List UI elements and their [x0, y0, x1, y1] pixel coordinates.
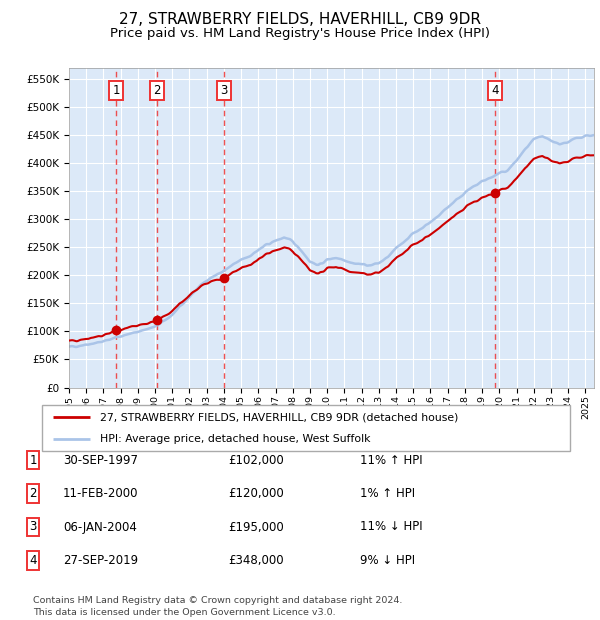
Text: 1: 1: [113, 84, 120, 97]
Text: 27, STRAWBERRY FIELDS, HAVERHILL, CB9 9DR: 27, STRAWBERRY FIELDS, HAVERHILL, CB9 9D…: [119, 12, 481, 27]
Text: 27-SEP-2019: 27-SEP-2019: [63, 554, 138, 567]
Text: 3: 3: [29, 521, 37, 533]
Text: HPI: Average price, detached house, West Suffolk: HPI: Average price, detached house, West…: [100, 434, 371, 444]
Text: 11% ↑ HPI: 11% ↑ HPI: [360, 454, 422, 466]
Text: 1% ↑ HPI: 1% ↑ HPI: [360, 487, 415, 500]
Text: £195,000: £195,000: [228, 521, 284, 533]
Text: Contains HM Land Registry data © Crown copyright and database right 2024.
This d: Contains HM Land Registry data © Crown c…: [33, 596, 403, 617]
Text: 4: 4: [29, 554, 37, 567]
Text: 11% ↓ HPI: 11% ↓ HPI: [360, 521, 422, 533]
Text: £348,000: £348,000: [228, 554, 284, 567]
Text: £102,000: £102,000: [228, 454, 284, 466]
Text: 1: 1: [29, 454, 37, 466]
Text: 06-JAN-2004: 06-JAN-2004: [63, 521, 137, 533]
FancyBboxPatch shape: [42, 405, 570, 451]
Text: 2: 2: [29, 487, 37, 500]
Text: £120,000: £120,000: [228, 487, 284, 500]
Text: 27, STRAWBERRY FIELDS, HAVERHILL, CB9 9DR (detached house): 27, STRAWBERRY FIELDS, HAVERHILL, CB9 9D…: [100, 412, 458, 422]
Text: 2: 2: [154, 84, 161, 97]
Text: 11-FEB-2000: 11-FEB-2000: [63, 487, 139, 500]
Text: 4: 4: [491, 84, 499, 97]
Text: 9% ↓ HPI: 9% ↓ HPI: [360, 554, 415, 567]
Text: 30-SEP-1997: 30-SEP-1997: [63, 454, 138, 466]
Text: 3: 3: [221, 84, 228, 97]
Text: Price paid vs. HM Land Registry's House Price Index (HPI): Price paid vs. HM Land Registry's House …: [110, 27, 490, 40]
